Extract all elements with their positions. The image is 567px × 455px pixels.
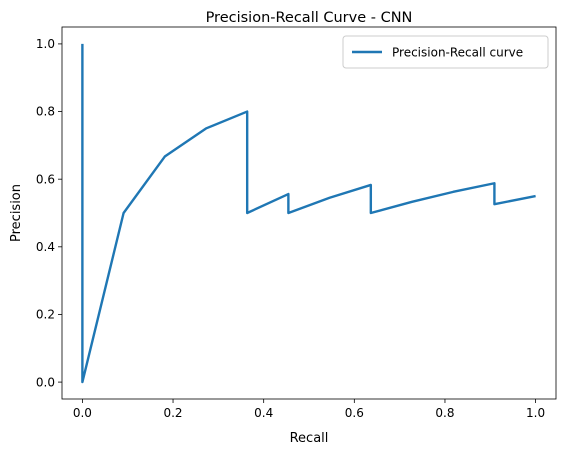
y-tick-label: 1.0 bbox=[36, 37, 55, 51]
x-tick-label: 0.6 bbox=[345, 406, 364, 420]
legend-label: Precision-Recall curve bbox=[392, 46, 523, 60]
x-tick-label: 0.4 bbox=[254, 406, 273, 420]
legend: Precision-Recall curve bbox=[342, 35, 549, 69]
y-tick-label: 0.8 bbox=[36, 105, 55, 119]
series-line bbox=[81, 43, 536, 384]
y-tick-label: 0.0 bbox=[36, 375, 55, 389]
x-axis: 0.0 0.2 0.4 0.6 0.8 1.0 bbox=[73, 399, 545, 420]
chart-title: Precision-Recall Curve - CNN bbox=[206, 10, 413, 26]
y-tick-label: 0.2 bbox=[36, 308, 55, 322]
y-axis: 0.0 0.2 0.4 0.6 0.8 1.0 bbox=[36, 37, 62, 389]
x-tick-label: 1.0 bbox=[526, 406, 545, 420]
x-tick-label: 0.2 bbox=[163, 406, 182, 420]
y-axis-label: Precision bbox=[9, 184, 24, 242]
x-axis-label: Recall bbox=[290, 431, 329, 446]
x-tick-label: 0.8 bbox=[435, 406, 454, 420]
series-layer bbox=[81, 43, 536, 384]
x-tick-label: 0.0 bbox=[73, 406, 92, 420]
legend-box bbox=[342, 35, 549, 69]
plot-area bbox=[61, 26, 557, 400]
y-tick-label: 0.4 bbox=[36, 240, 55, 254]
y-tick-label: 0.6 bbox=[36, 172, 55, 186]
